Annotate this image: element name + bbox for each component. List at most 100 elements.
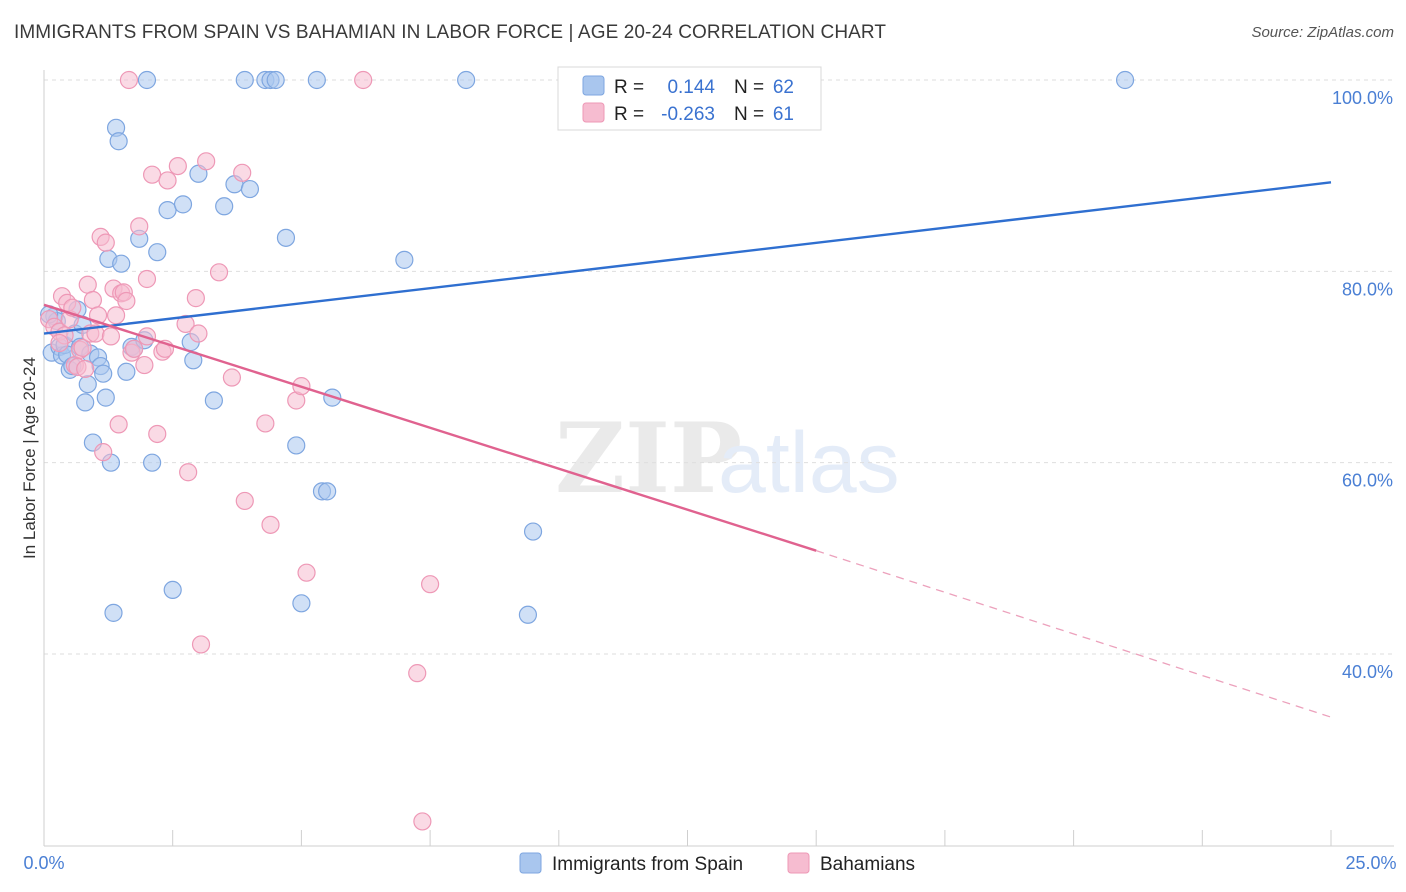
data-point-spain — [266, 70, 285, 90]
y-tick-label: 60.0% — [1342, 471, 1393, 491]
trend-line-bahamians — [43, 303, 817, 552]
data-point-bahamians — [297, 563, 316, 582]
watermark: ZIP atlas — [555, 402, 900, 515]
stats-n-label-blue: N = — [734, 77, 764, 98]
trend-lines — [43, 181, 1332, 718]
watermark-atlas: atlas — [718, 415, 900, 511]
legend-label-spain: Immigrants from Spain — [552, 854, 743, 875]
data-point-bahamians — [261, 515, 280, 534]
data-point-bahamians — [73, 338, 92, 357]
data-point-bahamians — [135, 355, 154, 375]
data-point-bahamians — [233, 163, 252, 182]
data-point-bahamians — [94, 443, 113, 462]
data-point-bahamians — [256, 414, 275, 433]
data-point-bahamians — [130, 217, 149, 236]
stats-legend-swatch-blue — [582, 75, 605, 96]
data-point-spain — [276, 228, 296, 247]
stats-legend: R = 0.144 N = 62 R = -0.263 N = 61 — [557, 66, 822, 131]
x-tick-label-min: 0.0% — [23, 853, 64, 873]
data-point-spain — [204, 391, 223, 410]
data-point-bahamians — [124, 339, 144, 358]
data-point-spain — [240, 179, 260, 199]
data-point-spain — [457, 70, 476, 90]
x-axis-ticks — [172, 830, 1332, 846]
data-point-bahamians — [186, 289, 205, 308]
stats-r-value-blue: 0.144 — [667, 77, 715, 98]
data-point-spain — [318, 482, 337, 501]
data-point-spain — [112, 254, 131, 273]
data-point-spain — [104, 603, 123, 622]
data-point-spain — [76, 393, 95, 412]
data-point-bahamians — [158, 171, 177, 190]
data-point-bahamians — [197, 152, 216, 171]
y-tick-label: 40.0% — [1342, 662, 1393, 682]
data-point-bahamians — [83, 290, 103, 310]
data-point-bahamians — [148, 424, 167, 444]
data-point-bahamians — [143, 165, 162, 184]
data-point-bahamians — [50, 333, 69, 353]
data-point-spain — [94, 364, 113, 383]
data-point-spain — [287, 436, 306, 455]
data-point-bahamians — [421, 575, 440, 594]
data-point-bahamians — [76, 359, 95, 379]
data-point-bahamians — [117, 291, 136, 311]
data-point-spain — [158, 201, 177, 220]
stats-n-value-pink: 61 — [773, 104, 794, 125]
data-point-bahamians — [408, 664, 427, 683]
legend-label-bahamians: Bahamians — [820, 854, 915, 875]
data-point-bahamians — [209, 263, 229, 282]
stats-r-value-pink: -0.263 — [661, 104, 715, 125]
stats-r-label-blue: R = — [614, 77, 644, 98]
data-point-spain — [215, 197, 234, 216]
trend-line-bahamians-extrapolated — [816, 550, 1332, 718]
data-point-spain — [523, 522, 543, 541]
legend-swatch-bahamians — [787, 852, 810, 874]
data-point-bahamians — [96, 233, 115, 252]
data-point-bahamians — [222, 368, 242, 387]
data-point-bahamians — [413, 812, 432, 831]
data-point-spain — [109, 132, 128, 151]
data-point-spain — [292, 594, 311, 613]
data-point-bahamians — [137, 269, 157, 289]
y-axis-label: In Labor Force | Age 20-24 — [20, 357, 39, 559]
legend-swatch-spain — [519, 852, 542, 874]
stats-legend-swatch-pink — [582, 102, 605, 123]
data-point-spain — [395, 250, 414, 269]
data-point-spain — [235, 70, 254, 90]
series-legend: Immigrants from Spain Bahamians — [519, 852, 915, 875]
data-point-spain — [148, 243, 167, 262]
chart-title: IMMIGRANTS FROM SPAIN VS BAHAMIAN IN LAB… — [14, 22, 887, 43]
y-tick-label: 80.0% — [1342, 279, 1393, 299]
y-tick-labels: 100.0% 80.0% 60.0% 40.0% — [1332, 88, 1393, 682]
data-point-bahamians — [106, 306, 126, 325]
x-tick-label-max: 25.0% — [1345, 853, 1396, 873]
data-point-spain — [137, 70, 157, 90]
data-point-spain — [96, 388, 115, 407]
series-bahamians-points — [40, 70, 440, 831]
data-point-spain — [518, 605, 538, 624]
data-point-spain — [117, 362, 136, 381]
data-point-bahamians — [354, 70, 373, 90]
data-point-spain — [78, 375, 97, 394]
data-point-bahamians — [191, 635, 211, 654]
data-point-bahamians — [235, 491, 254, 511]
data-point-bahamians — [119, 70, 139, 90]
data-point-bahamians — [168, 157, 187, 176]
data-point-spain — [143, 453, 162, 472]
trend-line-spain — [43, 181, 1332, 335]
source-label: Source: ZipAtlas.com — [1251, 24, 1394, 41]
data-point-bahamians — [179, 463, 198, 482]
stats-r-label-pink: R = — [614, 104, 644, 125]
data-point-bahamians — [101, 327, 121, 346]
data-point-spain — [163, 580, 182, 600]
data-point-spain — [307, 70, 326, 90]
y-tick-label: 100.0% — [1332, 88, 1393, 108]
stats-n-value-blue: 62 — [773, 77, 794, 98]
stats-n-label-pink: N = — [734, 104, 764, 125]
data-point-spain — [1115, 70, 1135, 90]
data-point-bahamians — [78, 275, 97, 294]
data-point-bahamians — [109, 415, 128, 434]
data-point-bahamians — [176, 314, 195, 334]
data-point-bahamians — [189, 324, 208, 343]
